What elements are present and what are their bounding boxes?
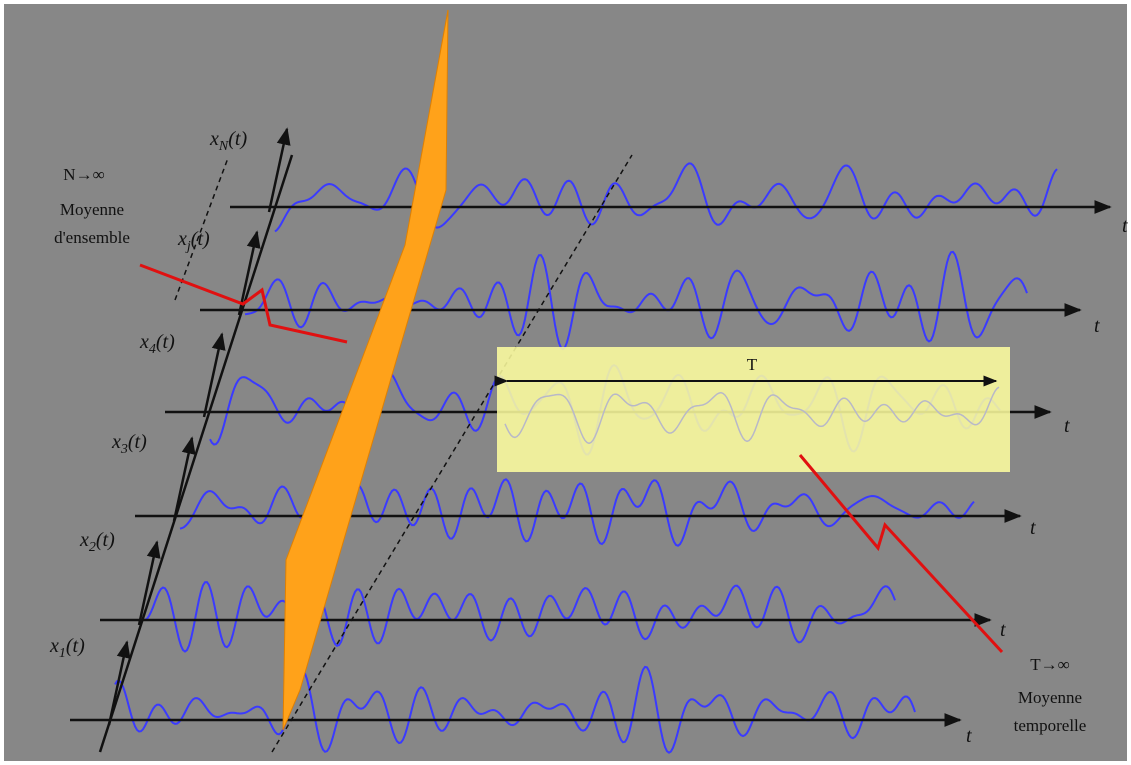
label-arg: (t) <box>191 228 210 250</box>
label-sub: 1 <box>59 646 66 661</box>
temporal-line1: Moyenne <box>1018 688 1082 707</box>
label-arg: (t) <box>156 331 175 353</box>
label-arg: (t) <box>66 635 85 657</box>
label-base: x <box>139 331 149 353</box>
diagram: T N→∞ Moyenne d'ensemble T→∞ Moyenne tem… <box>0 0 1131 765</box>
window-label: T <box>747 355 758 374</box>
axis-label: t <box>1030 517 1036 539</box>
label-sub: 3 <box>120 442 128 457</box>
label-base: x <box>49 635 59 657</box>
label-arg: (t) <box>228 128 247 150</box>
label-sub: 2 <box>89 540 96 555</box>
page: { "signals": [ {"label": {"base": "x", "… <box>0 0 1131 765</box>
label-base: x <box>209 128 219 150</box>
axis-label: t <box>1064 415 1070 437</box>
axis-label: t <box>1094 315 1100 337</box>
label-base: x <box>79 529 89 551</box>
label-base: x <box>111 431 121 453</box>
ensemble-line1: Moyenne <box>60 200 124 219</box>
label-base: x <box>177 228 187 250</box>
label-arg: (t) <box>128 431 147 453</box>
axis-label: t <box>1122 215 1128 237</box>
axis-label: t <box>966 725 972 747</box>
label-arg: (t) <box>96 529 115 551</box>
temporal-line2: temporelle <box>1014 716 1087 735</box>
axis-label: t <box>1000 619 1006 641</box>
ensemble-line2: d'ensemble <box>54 228 130 247</box>
label-sub: 4 <box>149 342 156 357</box>
ensemble-limit: N→∞ <box>63 165 104 184</box>
label-sub: N <box>218 139 229 154</box>
temporal-limit: T→∞ <box>1030 655 1070 674</box>
